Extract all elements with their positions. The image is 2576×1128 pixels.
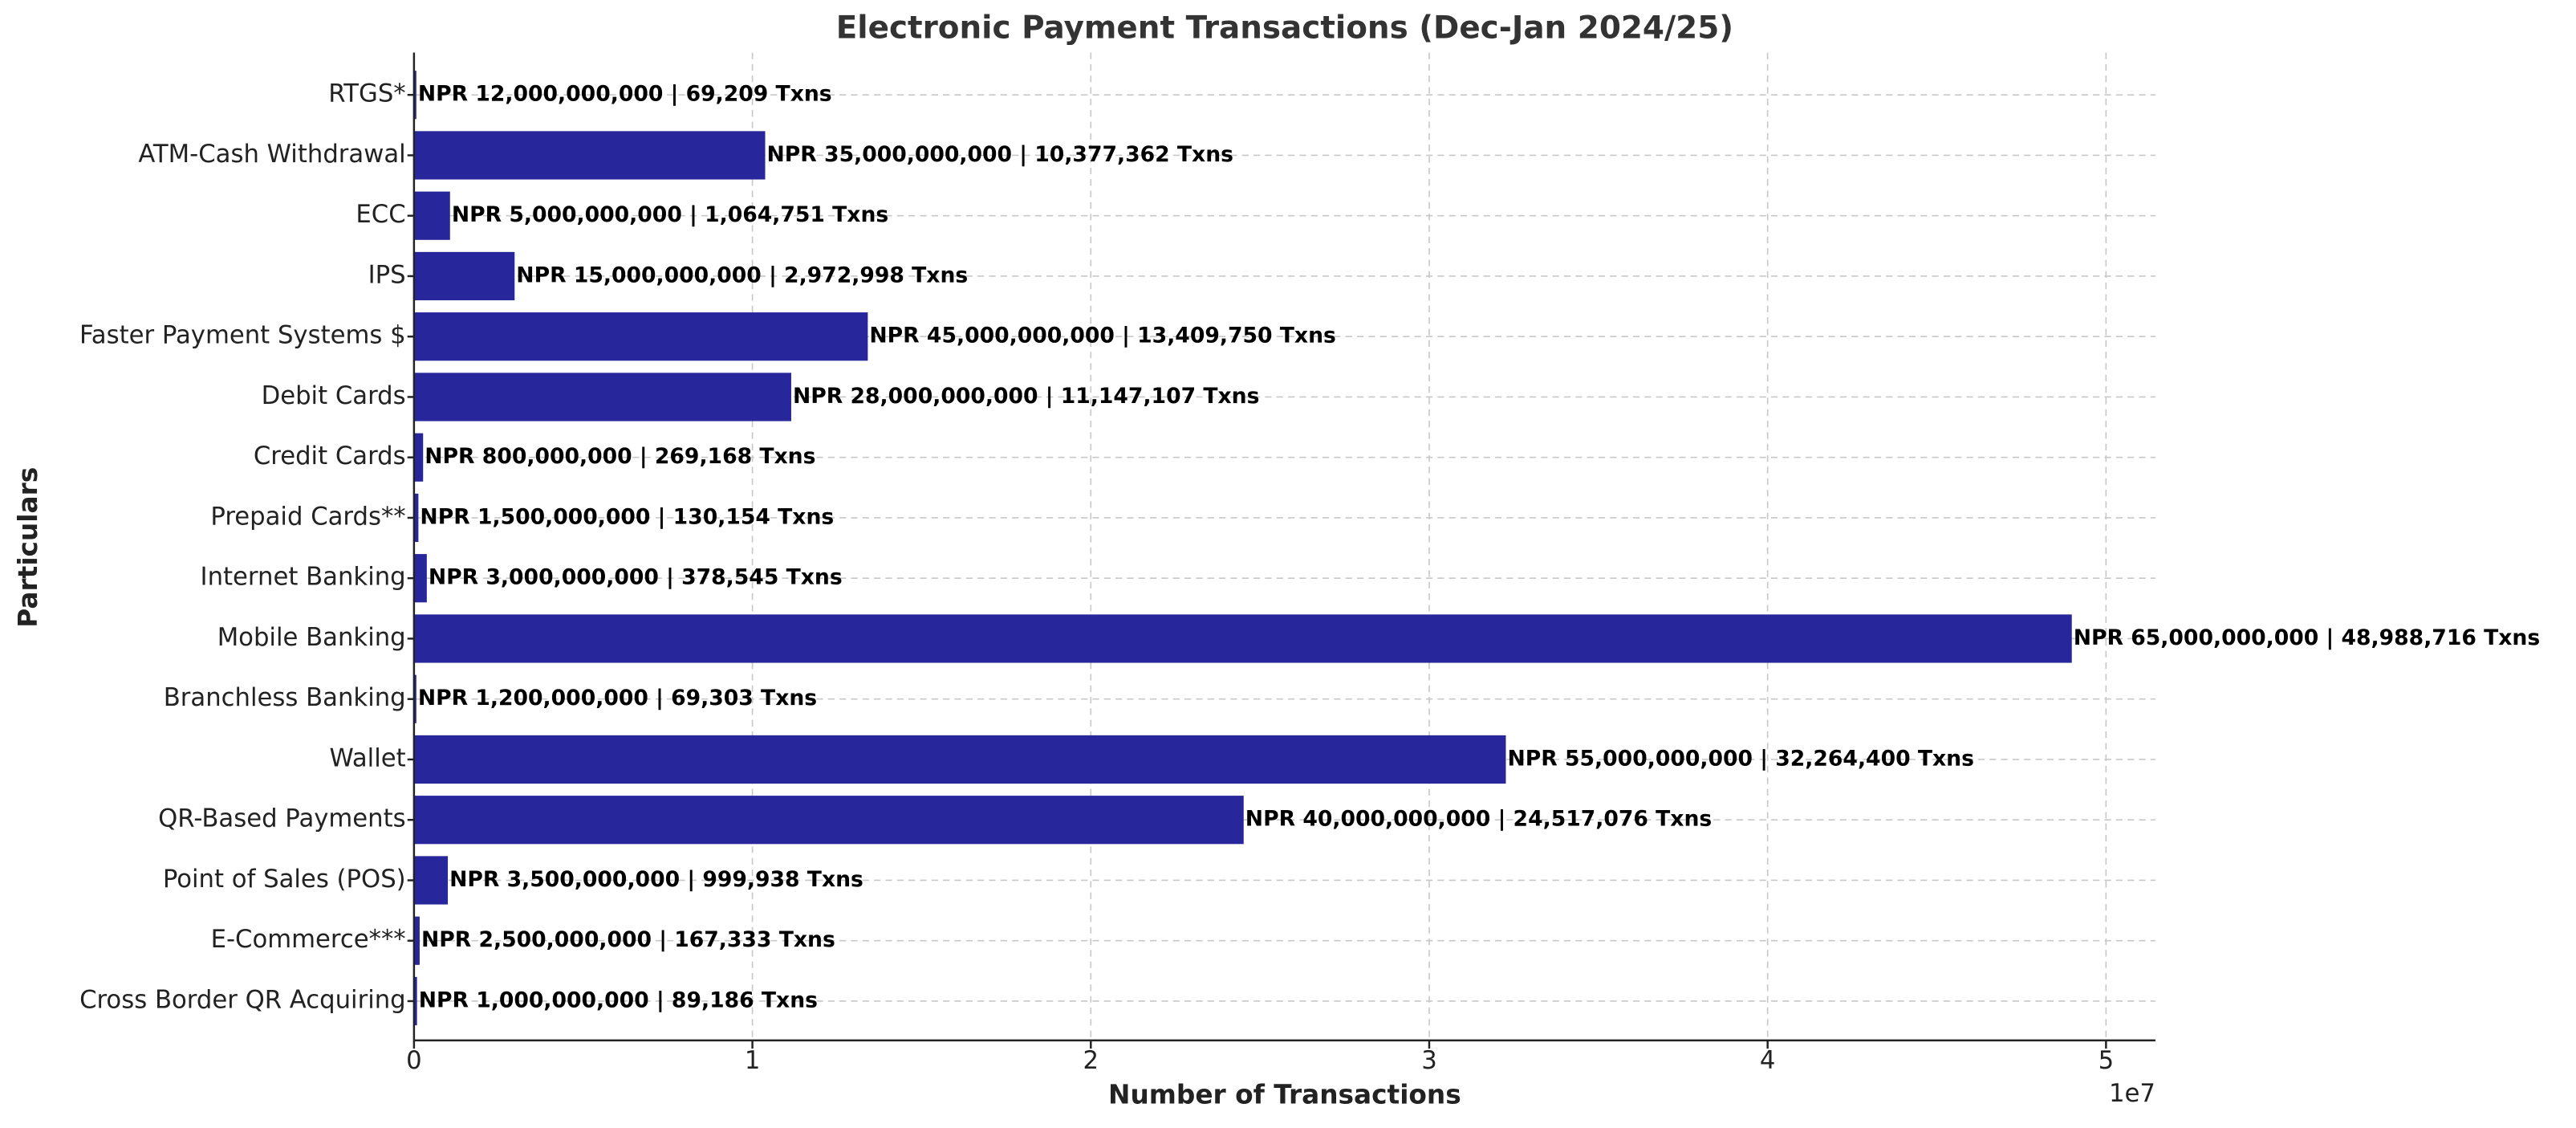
value-label: NPR 2,500,000,000 | 167,333 Txns bbox=[421, 927, 835, 952]
value-label: NPR 5,000,000,000 | 1,064,751 Txns bbox=[452, 202, 888, 227]
value-label: NPR 3,000,000,000 | 378,545 Txns bbox=[429, 565, 843, 590]
bar bbox=[413, 916, 420, 965]
y-tick-label: Wallet bbox=[330, 744, 406, 772]
y-tick-label: ECC bbox=[356, 201, 405, 229]
value-label: NPR 15,000,000,000 | 2,972,998 Txns bbox=[516, 263, 968, 287]
y-tick-label: Internet Banking bbox=[201, 564, 406, 592]
bar bbox=[413, 554, 427, 603]
x-tick-label: 0 bbox=[406, 1047, 422, 1075]
y-tick-label: RTGS* bbox=[328, 80, 405, 108]
y-tick-label: IPS bbox=[368, 261, 406, 289]
bar bbox=[413, 131, 766, 180]
value-label: NPR 65,000,000,000 | 48,988,716 Txns bbox=[2074, 625, 2540, 650]
bar bbox=[413, 614, 2072, 663]
value-label: NPR 35,000,000,000 | 10,377,362 Txns bbox=[767, 142, 1233, 167]
bar bbox=[413, 191, 450, 240]
y-tick-label: Branchless Banking bbox=[164, 684, 406, 712]
x-tick-label: 2 bbox=[1083, 1047, 1099, 1075]
bar bbox=[413, 493, 419, 543]
bar bbox=[413, 71, 416, 120]
y-tick-label: Cross Border QR Acquiring bbox=[79, 986, 406, 1014]
bar bbox=[413, 796, 1244, 845]
y-tick-label: Point of Sales (POS) bbox=[163, 865, 406, 894]
x-offset-label: 1e7 bbox=[2109, 1080, 2155, 1108]
bar bbox=[413, 856, 449, 905]
value-label: NPR 1,200,000,000 | 69,303 Txns bbox=[418, 686, 817, 711]
x-axis-label: Number of Transactions bbox=[1108, 1079, 1461, 1110]
value-label: NPR 1,500,000,000 | 130,154 Txns bbox=[420, 504, 834, 529]
y-tick-label: ATM-Cash Withdrawal bbox=[138, 140, 405, 169]
value-label: NPR 800,000,000 | 269,168 Txns bbox=[425, 444, 815, 469]
y-axis-label: Particulars bbox=[13, 467, 43, 628]
x-tick-label: 5 bbox=[2099, 1047, 2115, 1075]
bar bbox=[413, 312, 868, 361]
value-label: NPR 40,000,000,000 | 24,517,076 Txns bbox=[1245, 807, 1712, 832]
bar bbox=[413, 976, 417, 1026]
value-label: NPR 45,000,000,000 | 13,409,750 Txns bbox=[869, 324, 1335, 348]
x-tick-label: 1 bbox=[745, 1047, 761, 1075]
y-tick-label: Faster Payment Systems $ bbox=[79, 322, 406, 350]
bar bbox=[413, 373, 791, 421]
bar bbox=[413, 674, 416, 723]
y-tick-label: Prepaid Cards** bbox=[210, 503, 405, 531]
x-tick-label: 4 bbox=[1760, 1047, 1776, 1075]
bar bbox=[413, 433, 424, 482]
value-label: NPR 28,000,000,000 | 11,147,107 Txns bbox=[793, 384, 1259, 409]
y-tick-label: QR-Based Payments bbox=[158, 805, 406, 833]
value-label: NPR 12,000,000,000 | 69,209 Txns bbox=[418, 82, 832, 107]
y-tick-label: Mobile Banking bbox=[217, 624, 406, 652]
chart-title: Electronic Payment Transactions (Dec-Jan… bbox=[836, 10, 1733, 46]
value-label: NPR 55,000,000,000 | 32,264,400 Txns bbox=[1508, 746, 1974, 771]
bar bbox=[413, 735, 1506, 784]
x-tick-label: 3 bbox=[1421, 1047, 1437, 1075]
y-tick-label: Debit Cards bbox=[262, 382, 406, 410]
value-label: NPR 3,500,000,000 | 999,938 Txns bbox=[449, 867, 863, 892]
value-label: NPR 1,000,000,000 | 89,186 Txns bbox=[419, 988, 818, 1012]
bar bbox=[413, 251, 515, 301]
y-tick-label: E-Commerce*** bbox=[211, 926, 406, 954]
y-tick-label: Credit Cards bbox=[254, 442, 406, 470]
